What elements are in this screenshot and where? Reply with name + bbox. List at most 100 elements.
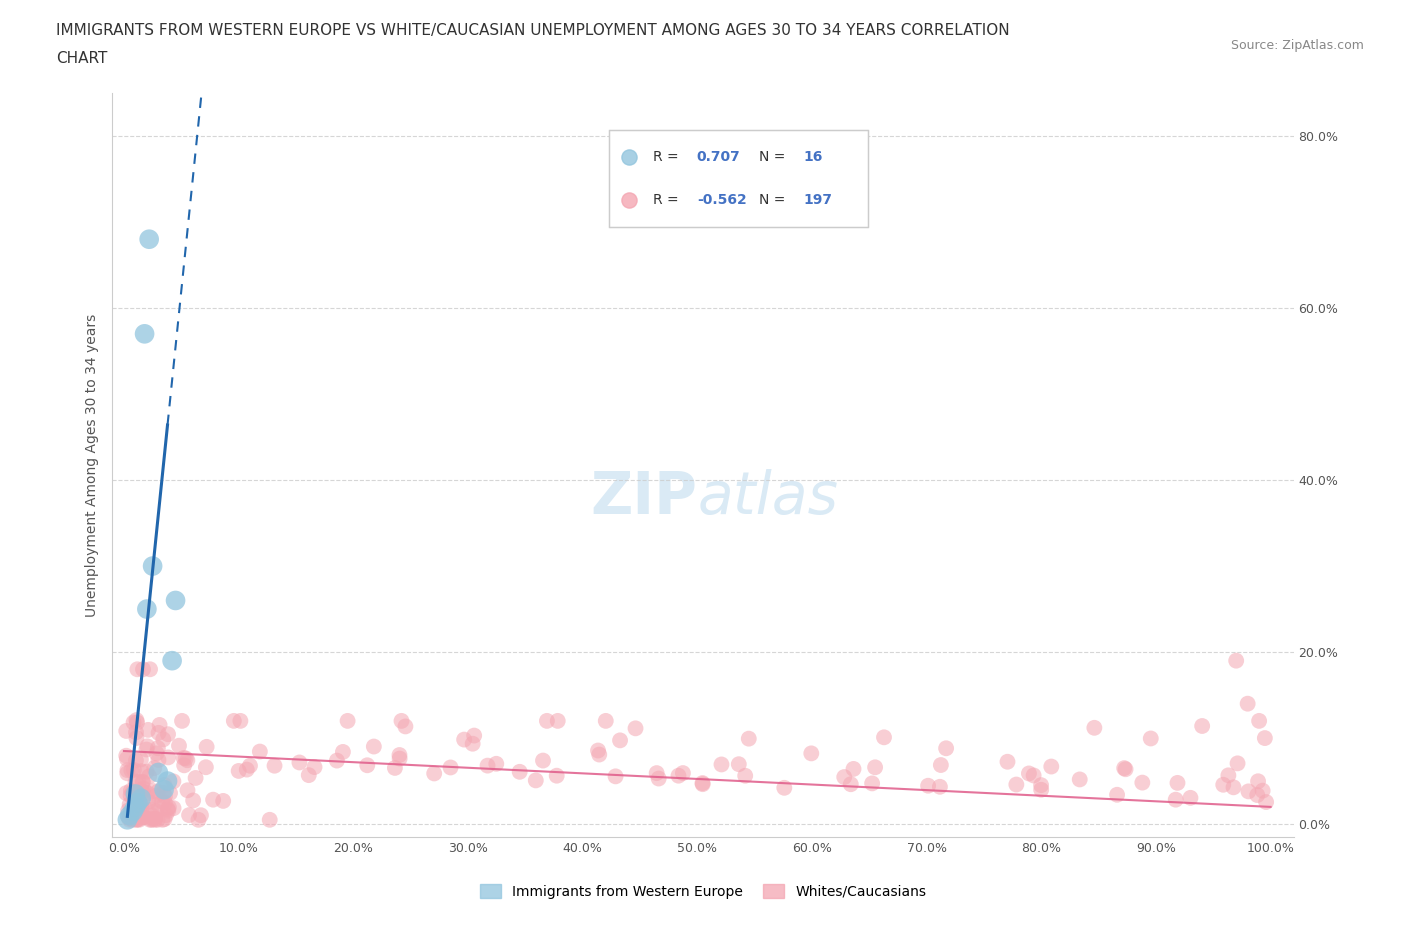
Point [127, 802, 149, 817]
Point [152, 813, 174, 828]
Point [132, 662, 155, 677]
Point [181, 793, 204, 808]
Point [668, 768, 690, 783]
Point [873, 730, 896, 745]
Point [1029, 777, 1052, 792]
Point [132, 810, 155, 825]
Point [156, 774, 179, 789]
Point [194, 760, 217, 775]
Point [1180, 790, 1202, 805]
Point [1246, 788, 1268, 803]
Point [239, 758, 262, 773]
Point [173, 751, 195, 765]
Point [120, 788, 142, 803]
Point [917, 778, 939, 793]
Point [124, 787, 146, 802]
Point [263, 758, 285, 773]
Point [145, 804, 167, 818]
Point [423, 766, 446, 781]
Point [162, 774, 184, 789]
Point [142, 784, 165, 799]
Point [115, 749, 138, 764]
Point [547, 713, 569, 728]
Y-axis label: Unemployment Among Ages 30 to 34 years: Unemployment Among Ages 30 to 34 years [84, 313, 98, 617]
Point [304, 760, 326, 775]
Point [734, 768, 756, 783]
Point [157, 800, 180, 815]
Point [222, 713, 245, 728]
Point [125, 812, 148, 827]
Point [131, 764, 153, 778]
Point [176, 752, 198, 767]
Point [148, 717, 170, 732]
Point [132, 781, 155, 796]
Point [148, 797, 170, 812]
Point [118, 797, 141, 812]
Point [132, 809, 155, 824]
Point [146, 784, 169, 799]
Point [863, 760, 886, 775]
Point [152, 732, 174, 747]
Point [929, 758, 952, 773]
Point [157, 804, 180, 818]
Point [1164, 792, 1187, 807]
Point [136, 739, 159, 754]
Point [167, 738, 190, 753]
Point [129, 790, 152, 805]
Point [1069, 772, 1091, 787]
Point [148, 725, 170, 740]
Point [1247, 774, 1270, 789]
Point [1107, 788, 1129, 803]
Point [1225, 653, 1247, 668]
Point [148, 765, 170, 780]
Point [157, 750, 180, 764]
Point [177, 807, 200, 822]
Point [153, 795, 176, 810]
Point [363, 739, 385, 754]
Point [135, 764, 157, 779]
Point [212, 793, 235, 808]
Point [117, 813, 139, 828]
Point [159, 786, 181, 801]
Point [138, 794, 160, 809]
Point [143, 761, 166, 776]
Point [1022, 768, 1045, 783]
Point [842, 762, 865, 777]
Point [1130, 776, 1153, 790]
Point [176, 783, 198, 798]
Point [132, 775, 155, 790]
Point [288, 755, 311, 770]
Point [136, 786, 159, 801]
Point [146, 740, 169, 755]
Point [229, 713, 252, 728]
Point [645, 765, 668, 780]
Point [190, 808, 212, 823]
Point [1254, 731, 1277, 746]
Point [139, 662, 162, 677]
Point [141, 808, 163, 823]
Point [624, 721, 647, 736]
Point [118, 808, 141, 823]
Point [439, 760, 461, 775]
Point [1040, 759, 1063, 774]
Point [115, 724, 138, 738]
Point [332, 745, 354, 760]
Point [531, 753, 554, 768]
Point [1236, 697, 1258, 711]
Point [1212, 777, 1234, 792]
Point [134, 326, 156, 341]
Point [184, 771, 207, 786]
Point [692, 777, 714, 791]
Point [586, 743, 609, 758]
Point [145, 789, 167, 804]
Text: IMMIGRANTS FROM WESTERN EUROPE VS WHITE/CAUCASIAN UNEMPLOYMENT AMONG AGES 30 TO : IMMIGRANTS FROM WESTERN EUROPE VS WHITE/… [56, 23, 1010, 38]
Point [1249, 713, 1271, 728]
Point [156, 802, 179, 817]
Point [1005, 777, 1028, 792]
Point [143, 811, 166, 826]
Point [127, 775, 149, 790]
Point [143, 813, 166, 828]
Text: atlas: atlas [697, 469, 838, 525]
Text: ZIP: ZIP [591, 469, 697, 525]
Point [391, 713, 413, 728]
